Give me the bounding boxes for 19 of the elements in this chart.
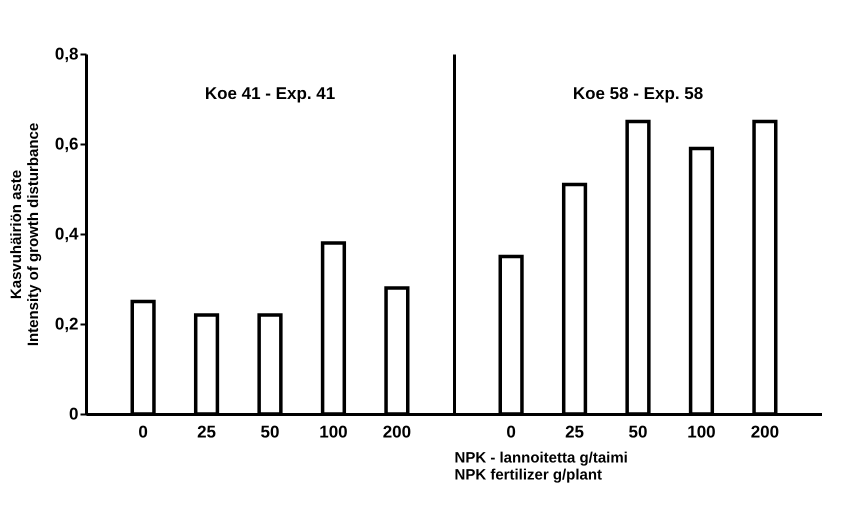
x-tick-label: 200 <box>750 422 780 442</box>
x-tick-label: 0 <box>138 422 148 442</box>
x-axis-title: NPK - lannoitetta g/taimi NPK fertilizer g/plant <box>454 450 628 484</box>
annotation: Koe 58 - Exp. 58 <box>572 84 704 103</box>
x-tick-label: 100 <box>687 422 716 442</box>
y-axis-title: Kasvuhäiriön aste Intensity of growth disturbance <box>8 122 42 346</box>
y-tick-label: 0 <box>69 404 78 424</box>
y-tick-label: 0,2 <box>54 314 78 334</box>
x-tick-label: 25 <box>565 422 584 442</box>
x-tick-label: 100 <box>319 422 348 442</box>
x-tick-label: 50 <box>260 422 280 442</box>
x-tick-label: 0 <box>506 422 516 442</box>
annotation: Koe 41 - Exp. 41 <box>204 84 336 103</box>
x-tick-label: 25 <box>197 422 216 442</box>
y-tick-label: 0,4 <box>54 224 80 244</box>
x-tick-label: 50 <box>628 422 648 442</box>
x-tick-label: 200 <box>382 422 412 442</box>
y-tick-label: 0,8 <box>54 44 78 64</box>
y-tick-label: 0,6 <box>54 134 78 154</box>
